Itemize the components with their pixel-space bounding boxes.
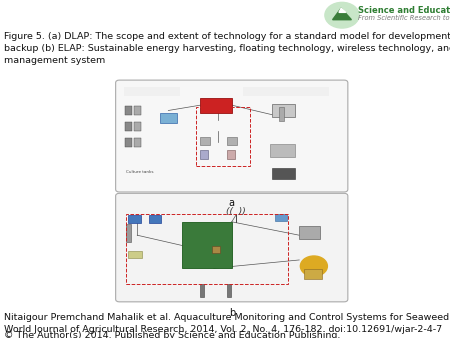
Bar xyxy=(128,251,142,258)
FancyBboxPatch shape xyxy=(116,193,348,302)
Bar xyxy=(243,87,328,96)
Bar xyxy=(200,137,210,145)
Bar xyxy=(128,215,141,223)
Bar xyxy=(182,222,232,268)
Bar xyxy=(270,144,295,158)
Circle shape xyxy=(325,2,359,28)
Bar xyxy=(134,122,141,131)
Bar xyxy=(227,284,231,297)
Bar xyxy=(272,104,295,117)
Text: © The Author(s) 2014. Published by Science and Education Publishing.: © The Author(s) 2014. Published by Scien… xyxy=(4,331,341,338)
Bar xyxy=(200,98,232,113)
Bar xyxy=(125,138,132,147)
Text: b: b xyxy=(229,308,235,318)
Bar xyxy=(125,106,132,115)
Bar xyxy=(212,246,220,253)
FancyBboxPatch shape xyxy=(116,80,348,192)
Text: a: a xyxy=(229,198,235,208)
Bar xyxy=(274,214,287,221)
Polygon shape xyxy=(339,8,346,13)
Text: Nitaigour Premchand Mahalik et al. Aquaculture Monitoring and Control Systems fo: Nitaigour Premchand Mahalik et al. Aquac… xyxy=(4,313,450,335)
Bar xyxy=(227,137,237,145)
Polygon shape xyxy=(333,8,351,20)
Bar xyxy=(200,284,204,297)
Bar xyxy=(134,106,141,115)
Bar xyxy=(134,138,141,147)
Text: Culture tanks: Culture tanks xyxy=(126,170,153,174)
Bar xyxy=(126,214,288,284)
Bar xyxy=(148,215,161,223)
Text: ((  )): (( )) xyxy=(226,207,246,216)
Bar xyxy=(125,122,132,131)
Circle shape xyxy=(301,256,328,276)
Text: Science and Education Publishing: Science and Education Publishing xyxy=(358,6,450,15)
Bar xyxy=(200,150,208,160)
Bar xyxy=(304,269,322,279)
Text: From Scientific Research to Knowledge: From Scientific Research to Knowledge xyxy=(358,15,450,21)
Text: Figure 5. (a) DLAP: The scope and extent of technology for a standard model for : Figure 5. (a) DLAP: The scope and extent… xyxy=(4,32,450,66)
Bar xyxy=(272,168,295,178)
Bar xyxy=(160,113,177,123)
Bar xyxy=(126,224,131,242)
Bar xyxy=(279,107,284,121)
Bar xyxy=(124,87,180,96)
Bar xyxy=(299,226,319,239)
Bar xyxy=(227,150,235,160)
Bar xyxy=(196,107,250,166)
